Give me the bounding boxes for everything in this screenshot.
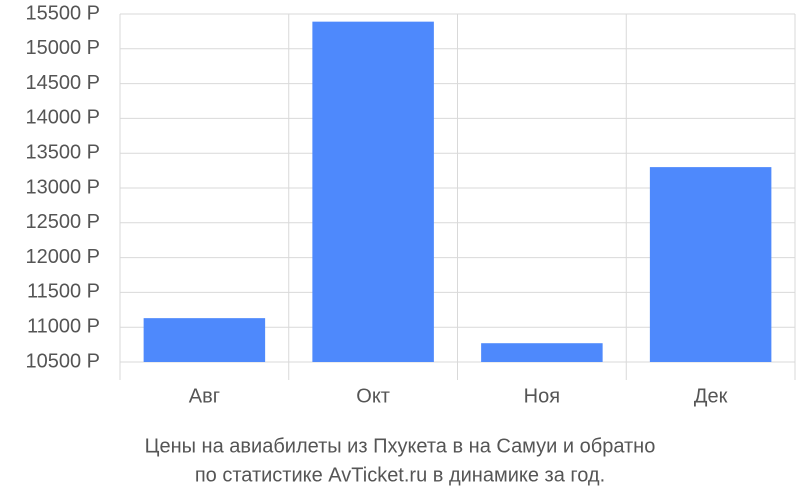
y-tick-label: 11500 Р [27, 281, 100, 303]
x-tick-label: Дек [694, 385, 728, 407]
bar [312, 21, 434, 362]
y-tick-label: 12500 Р [25, 211, 100, 233]
y-tick-label: 15500 Р [25, 2, 100, 24]
bar [649, 167, 772, 362]
y-tick-label: 15000 Р [25, 37, 100, 59]
bar [143, 318, 266, 362]
x-tick-label: Авг [189, 385, 220, 407]
chart-title-line: по статистике AvTicket.ru в динамике за … [195, 464, 605, 486]
y-tick-label: 13000 Р [25, 176, 100, 198]
x-tick-label: Ноя [524, 385, 560, 407]
bar [481, 343, 603, 362]
y-tick-label: 12000 Р [25, 246, 100, 268]
y-tick-label: 14500 Р [25, 72, 100, 94]
y-tick-label: 14000 Р [25, 107, 100, 129]
y-tick-label: 13500 Р [25, 141, 100, 163]
y-tick-label: 11000 Р [27, 315, 100, 337]
y-tick-label: 10500 Р [25, 350, 100, 372]
x-tick-label: Окт [356, 385, 390, 407]
chart-title-line: Цены на авиабилеты из Пхукета в на Самуи… [145, 435, 656, 457]
